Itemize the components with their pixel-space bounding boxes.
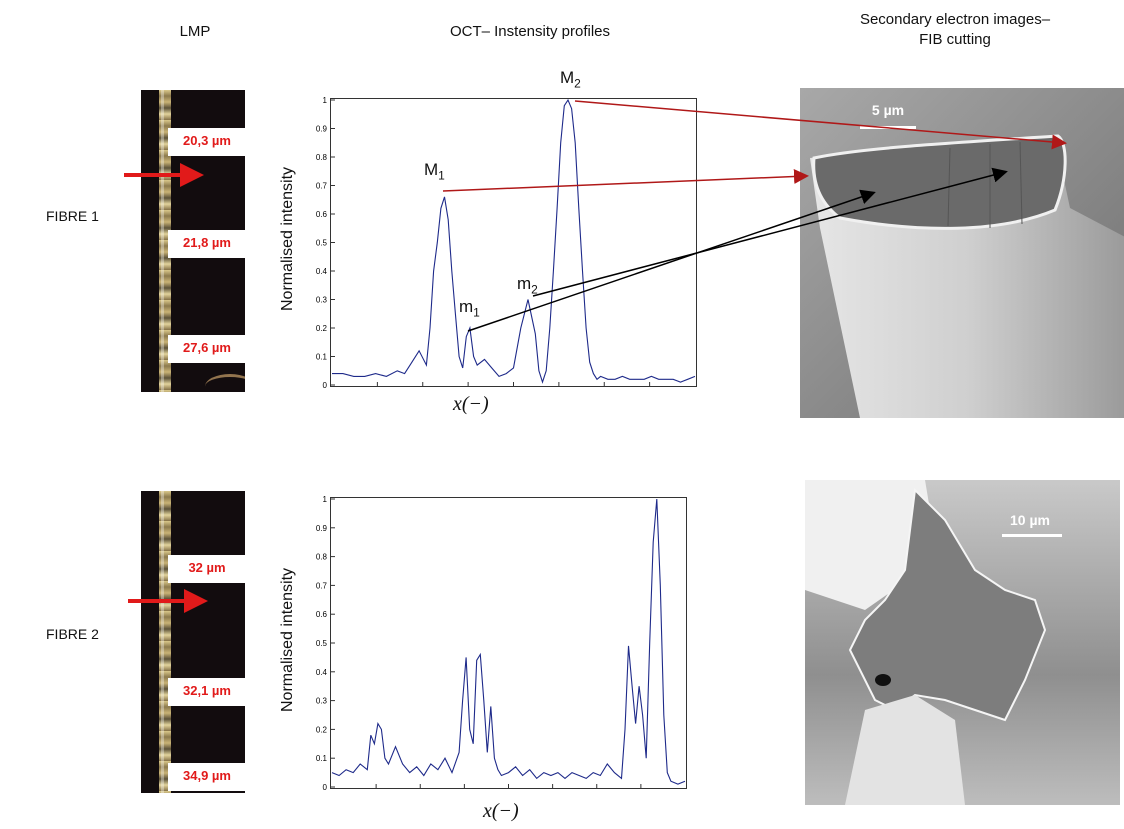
measurement-label: 21,8 µm <box>168 230 246 258</box>
measurement-label: 27,6 µm <box>168 335 246 363</box>
y-tick-label: 0.2 <box>316 324 328 333</box>
y-tick-label: 0 <box>323 783 328 792</box>
y-tick-label: 0.6 <box>316 610 328 619</box>
header-sem-line2: FIB cutting <box>919 31 991 48</box>
y-tick-label: 0.7 <box>316 581 328 590</box>
measurement-label: 20,3 µm <box>168 128 246 156</box>
fiber-strand <box>159 491 171 793</box>
peak-label-m2: m2 <box>517 274 538 297</box>
y-axis-label: Normalised intensity <box>279 166 296 311</box>
y-tick-label: 0.4 <box>316 267 328 276</box>
scale-bar <box>860 126 916 129</box>
intensity-plot-fibre1: 0 0.1 0.2 0.3 0.4 0.5 0.6 0.7 0.8 0.9 1 <box>316 96 697 390</box>
header-oct: OCT– Instensity profiles <box>449 23 611 40</box>
y-tick-label: 0.3 <box>316 697 328 706</box>
peak-label-M1: M1 <box>424 160 445 183</box>
scale-bar-label: 5 µm <box>871 102 905 118</box>
y-tick-label: 0.8 <box>316 553 328 562</box>
sem-image-fibre1 <box>800 88 1124 418</box>
x-axis-label: x(−) <box>483 800 519 822</box>
y-tick-label: 0.1 <box>316 754 328 763</box>
measurement-label: 32,1 µm <box>168 678 246 706</box>
intensity-plot-fibre2: 0 0.1 0.2 0.3 0.4 0.5 0.6 0.7 0.8 0.9 1 <box>316 495 687 792</box>
header-lmp: LMP <box>179 23 211 40</box>
intensity-chart-fibre2: 0 0.1 0.2 0.3 0.4 0.5 0.6 0.7 0.8 0.9 1 <box>316 495 686 792</box>
x-axis-label: x(−) <box>453 393 489 415</box>
y-tick-label: 1 <box>323 495 328 504</box>
y-tick-label: 0.1 <box>316 353 328 362</box>
measurement-label: 32 µm <box>168 555 246 583</box>
y-tick-label: 0.7 <box>316 182 328 191</box>
intensity-series-line <box>331 498 686 785</box>
y-tick-label: 0.5 <box>316 639 328 648</box>
y-tick-label: 0.3 <box>316 296 328 305</box>
light-reflection <box>205 374 245 392</box>
header-sem-line1: Secondary electron images– <box>859 11 1051 28</box>
y-tick-label: 1 <box>323 96 328 105</box>
y-tick-label: 0.8 <box>316 153 328 162</box>
y-tick-label: 0.2 <box>316 725 328 734</box>
intensity-chart-fibre1: 0 0.1 0.2 0.3 0.4 0.5 0.6 0.7 0.8 0.9 1 <box>316 96 696 390</box>
row-label-fibre2: FIBRE 2 <box>46 626 99 642</box>
peak-label-M2: M2 <box>560 68 581 91</box>
row-label-fibre1: FIBRE 1 <box>46 208 99 224</box>
lmp-image-fibre2 <box>141 491 245 793</box>
y-axis-label: Normalised intensity <box>279 567 296 712</box>
y-tick-label: 0.4 <box>316 668 328 677</box>
y-tick-label: 0.9 <box>316 524 328 533</box>
fiber-strand <box>159 90 171 392</box>
scale-bar-label: 10 µm <box>1010 512 1050 528</box>
intensity-series-line <box>332 98 696 384</box>
header-sem: Secondary electron images– FIB cutting <box>830 10 1080 50</box>
measurement-label: 34,9 µm <box>168 763 246 791</box>
peak-label-m1: m1 <box>459 297 480 320</box>
y-tick-label: 0.6 <box>316 210 328 219</box>
sem-image-fibre2 <box>805 480 1120 805</box>
scale-bar <box>1002 534 1062 537</box>
y-tick-label: 0.9 <box>316 125 328 134</box>
y-tick-label: 0.5 <box>316 239 328 248</box>
y-tick-label: 0 <box>323 381 328 390</box>
